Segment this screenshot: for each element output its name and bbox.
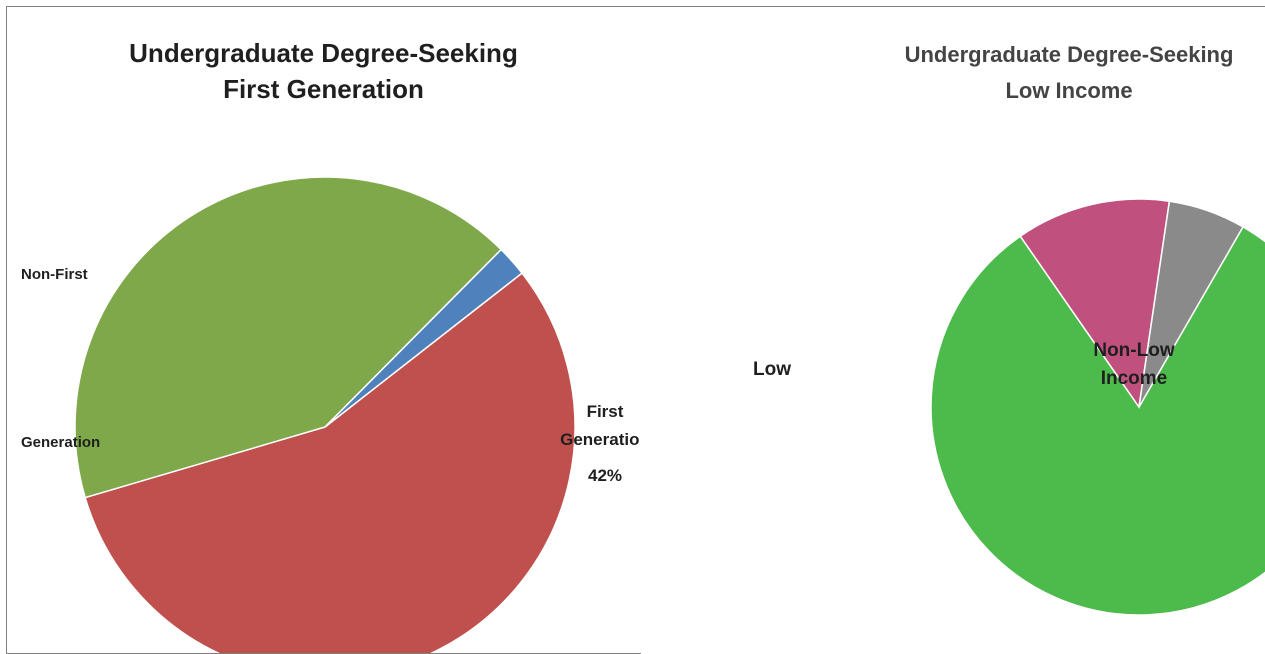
pie-slice-unknown (324, 248, 524, 428)
pie-slice-low-income (1019, 198, 1171, 409)
pie-slice-first-generation (74, 176, 503, 499)
pie-slices-first-generation (74, 176, 576, 653)
pie-chart-first-generation: First Generation 42% Non-First Generatio… (21, 176, 640, 653)
chart-panel-first-generation: Undergraduate Degree-Seeking First Gener… (6, 6, 641, 654)
chart-title-line2: Low Income (1005, 78, 1133, 103)
pie-slices-low-income (930, 198, 1265, 616)
chart-panel-low-income: Undergraduate Degree-Seeking Low Income … (639, 6, 1265, 653)
pie-chart-low-income: Non-Low Income Low (753, 198, 1265, 616)
label-first-generation-pct: 42% (588, 466, 622, 485)
chart-title-low-income: Undergraduate Degree-Seeking Low Income (869, 37, 1265, 109)
label-non-first-generation-line1: Non-First (21, 266, 88, 283)
label-non-low-income-line2: Income (1101, 368, 1168, 389)
pie-slice-non-low-income (930, 225, 1265, 616)
label-first-generation-line2: Generation (560, 430, 640, 449)
label-non-low-income-line1: Non-Low (1093, 340, 1174, 361)
chart-title-line1: Undergraduate Degree-Seeking (904, 42, 1234, 67)
chart-title-line1: Undergraduate Degree-Seeking (129, 38, 518, 68)
chart-title-first-generation: Undergraduate Degree-Seeking First Gener… (7, 35, 640, 107)
pie-slice-non-first-generation (84, 272, 576, 653)
pie-slice-unknown (1138, 200, 1245, 408)
label-first-generation-line1: First (587, 402, 624, 421)
chart-title-line2: First Generation (223, 74, 424, 104)
label-low-income: Low (753, 359, 791, 380)
label-non-first-generation-line2: Generation (21, 434, 100, 451)
